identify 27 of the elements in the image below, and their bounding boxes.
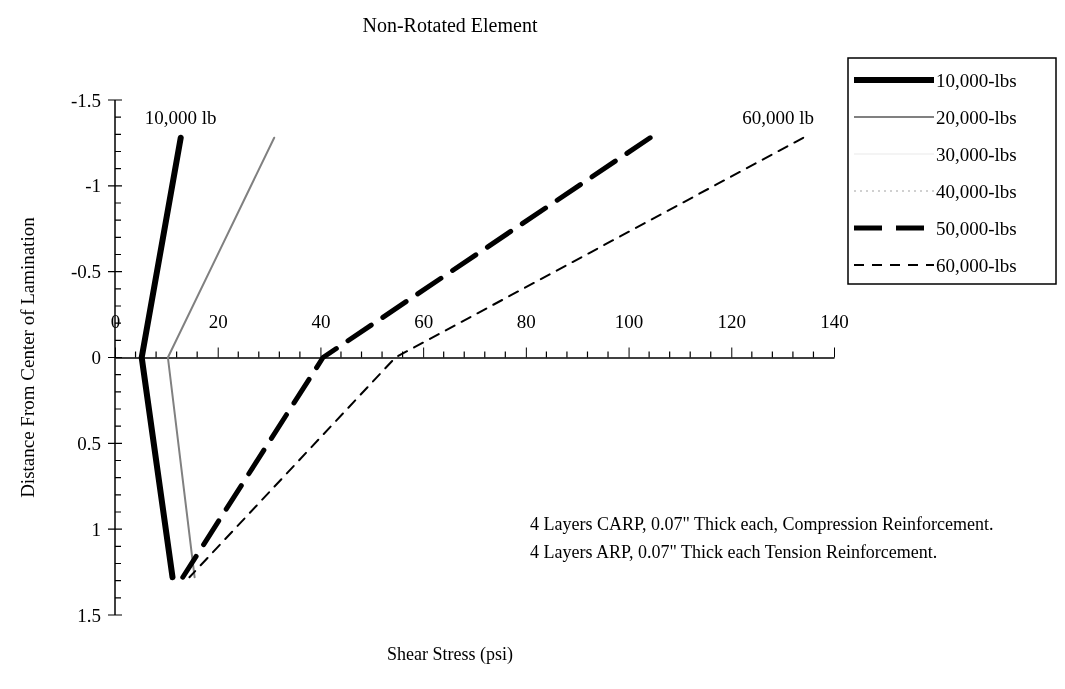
x-tick-label: 120 — [717, 310, 747, 332]
x-tick-label: 20 — [208, 310, 228, 332]
legend-label: 60,000-lbs — [936, 254, 1017, 276]
y-tick-label: 0.5 — [77, 432, 101, 454]
y-tick-label: 0 — [91, 347, 101, 369]
y-tick-label: -0.5 — [70, 261, 101, 283]
y-tick-label: 1.5 — [77, 604, 101, 626]
chart-title: Non-Rotated Element — [362, 14, 538, 36]
annotation: 4 Layers CARP, 0.07" Thick each, Compression Reinforcement. — [530, 514, 994, 534]
legend-label: 20,000-lbs — [936, 106, 1017, 128]
x-tick-label: 40 — [311, 310, 331, 332]
y-tick-label: -1 — [85, 175, 101, 197]
annotation: 10,000 lb — [144, 106, 217, 128]
legend-label: 40,000-lbs — [936, 180, 1017, 202]
x-axis-title: Shear Stress (psi) — [387, 644, 513, 665]
annotation: 60,000 lb — [742, 106, 815, 128]
x-tick-label: 140 — [820, 310, 849, 332]
x-tick-label: 80 — [516, 310, 536, 332]
legend-label: 50,000-lbs — [936, 217, 1017, 239]
y-tick-label: -1.5 — [70, 89, 101, 111]
legend-label: 10,000-lbs — [936, 69, 1017, 91]
annotation: 4 Layers ARP, 0.07" Thick each Tension Reinforcement. — [530, 542, 938, 562]
legend-label: 30,000-lbs — [936, 143, 1017, 165]
x-tick-label: 100 — [614, 310, 644, 332]
y-tick-label: 1 — [91, 518, 101, 540]
y-axis-title: Distance From Center of Lamination — [17, 216, 38, 498]
x-tick-label: 60 — [414, 310, 434, 332]
